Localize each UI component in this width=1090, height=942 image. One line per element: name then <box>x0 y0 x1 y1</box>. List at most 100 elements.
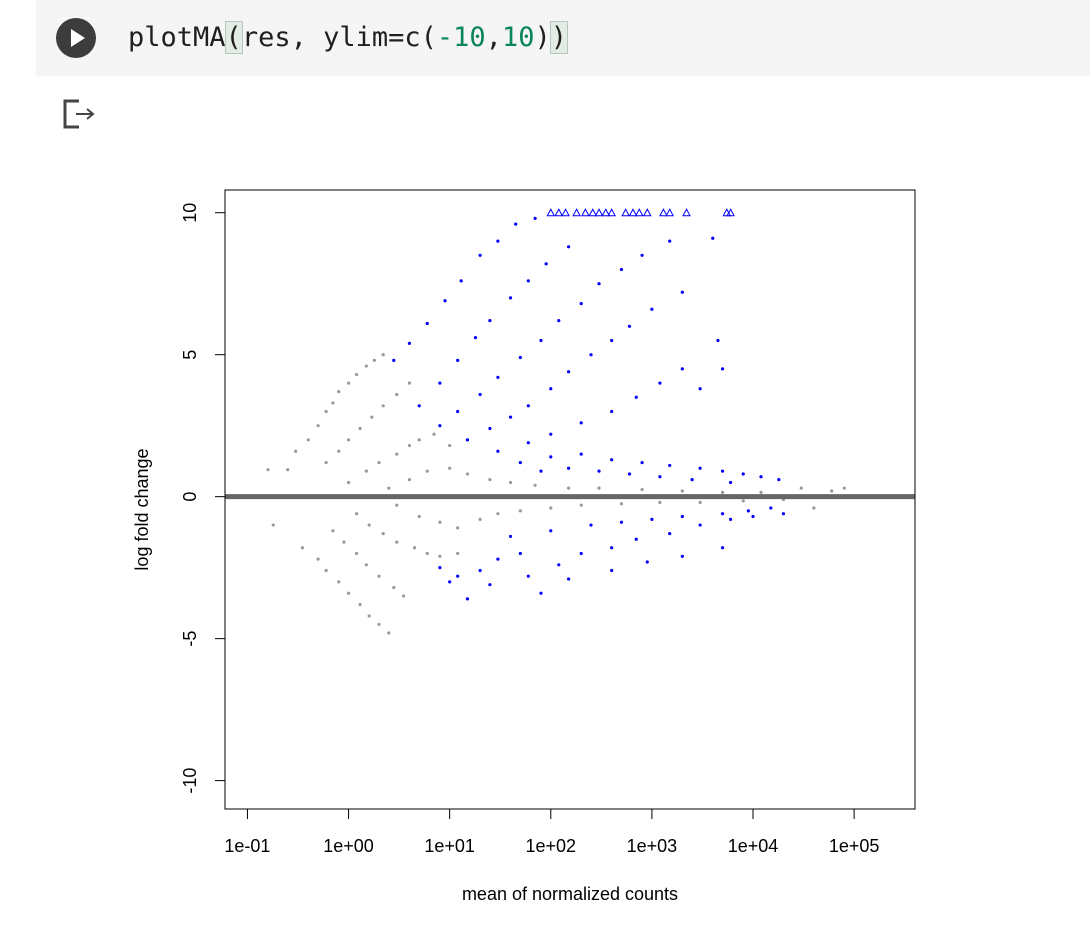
non-significant-point <box>364 563 368 567</box>
non-significant-point <box>412 546 417 550</box>
non-significant-point <box>417 514 421 519</box>
code-token: -10 <box>436 22 486 53</box>
x-tick-label: 1e+02 <box>525 836 576 856</box>
non-significant-point <box>331 529 335 533</box>
non-significant-point <box>401 594 406 598</box>
code-cell[interactable]: plotMA(res, ylim=c(-10,10)) <box>36 0 1090 76</box>
output-redirect-icon[interactable] <box>62 99 96 129</box>
non-significant-point <box>465 472 470 476</box>
non-significant-point <box>759 490 763 495</box>
non-significant-point <box>698 500 702 504</box>
code-token: , <box>485 22 502 53</box>
non-significant-point <box>387 631 391 635</box>
significant-point <box>566 245 571 249</box>
non-significant-point <box>432 432 436 436</box>
significant-point <box>645 560 649 564</box>
y-tick-label: 0 <box>180 492 200 502</box>
non-significant-point <box>337 449 341 453</box>
significant-point <box>634 537 638 541</box>
non-significant-point <box>640 487 644 492</box>
non-significant-point <box>417 438 421 442</box>
capped-point <box>572 208 581 217</box>
x-tick-label: 1e+05 <box>829 836 880 856</box>
significant-point <box>539 591 543 595</box>
significant-point <box>690 478 694 482</box>
capped-point <box>621 208 630 217</box>
y-tick-label: 5 <box>180 350 200 360</box>
non-significant-point <box>324 568 328 573</box>
significant-point <box>658 381 662 385</box>
non-significant-point <box>346 591 351 595</box>
significant-point <box>459 279 463 283</box>
non-significant-point <box>407 478 412 482</box>
capped-point <box>601 208 611 217</box>
significant-point <box>539 469 543 473</box>
capped-point <box>607 208 616 217</box>
significant-point <box>448 580 452 584</box>
non-significant-point <box>306 438 310 442</box>
non-significant-point <box>377 622 381 627</box>
significant-point <box>438 566 442 570</box>
non-significant-point <box>425 469 429 473</box>
significant-point <box>456 409 460 414</box>
capped-point <box>628 208 638 217</box>
significant-point <box>478 568 482 573</box>
significant-point <box>680 290 684 294</box>
significant-point <box>751 514 755 519</box>
significant-point <box>720 367 725 371</box>
significant-point <box>610 338 614 343</box>
x-tick-label: 1e+03 <box>627 836 678 856</box>
code-token: plotMA <box>128 22 226 53</box>
significant-point <box>597 469 601 473</box>
capped-point <box>581 208 590 217</box>
y-tick-label: -5 <box>180 631 200 647</box>
run-cell-button[interactable] <box>56 18 96 58</box>
non-significant-point <box>720 490 725 495</box>
non-significant-point <box>354 372 359 377</box>
significant-point <box>610 458 614 462</box>
significant-point <box>650 307 654 311</box>
significant-points <box>392 216 786 601</box>
significant-point <box>549 387 553 391</box>
capped-point <box>546 208 556 217</box>
significant-point <box>438 381 442 385</box>
significant-point <box>478 253 482 257</box>
significant-point <box>566 577 571 581</box>
significant-point <box>496 239 500 243</box>
significant-point <box>417 404 421 408</box>
y-tick-label: -10 <box>180 768 200 794</box>
x-tick-label: 1e+00 <box>323 836 374 856</box>
significant-point <box>579 421 583 425</box>
x-axis-label: mean of normalized counts <box>462 884 678 904</box>
non-significant-point <box>842 486 846 490</box>
non-significant-point <box>346 381 351 385</box>
x-tick-label: 1e+04 <box>728 836 779 856</box>
non-significant-point <box>316 557 320 561</box>
non-significant-point <box>300 546 305 550</box>
significant-point <box>658 475 662 479</box>
non-significant-point <box>324 460 328 465</box>
significant-point <box>518 551 522 556</box>
significant-point <box>549 455 553 459</box>
significant-point <box>508 415 513 419</box>
capped-point <box>642 208 652 217</box>
non-significant-point <box>395 452 399 456</box>
play-icon <box>71 29 85 47</box>
non-significant-point <box>381 353 385 357</box>
significant-point <box>650 517 654 521</box>
non-significant-point <box>658 500 662 504</box>
code-token: ( <box>224 21 243 54</box>
significant-point <box>425 321 429 326</box>
non-significant-point <box>364 364 368 368</box>
significant-point <box>473 336 478 340</box>
significant-point <box>526 404 530 408</box>
significant-point <box>680 554 684 558</box>
significant-point <box>728 517 733 521</box>
non-significant-points <box>266 353 846 635</box>
significant-point <box>526 441 530 445</box>
code-editor-line[interactable]: plotMA(res, ylim=c(-10,10)) <box>128 18 569 58</box>
significant-point <box>610 568 614 573</box>
non-significant-point <box>381 404 385 408</box>
non-significant-point <box>367 523 371 527</box>
non-significant-point <box>425 551 429 556</box>
